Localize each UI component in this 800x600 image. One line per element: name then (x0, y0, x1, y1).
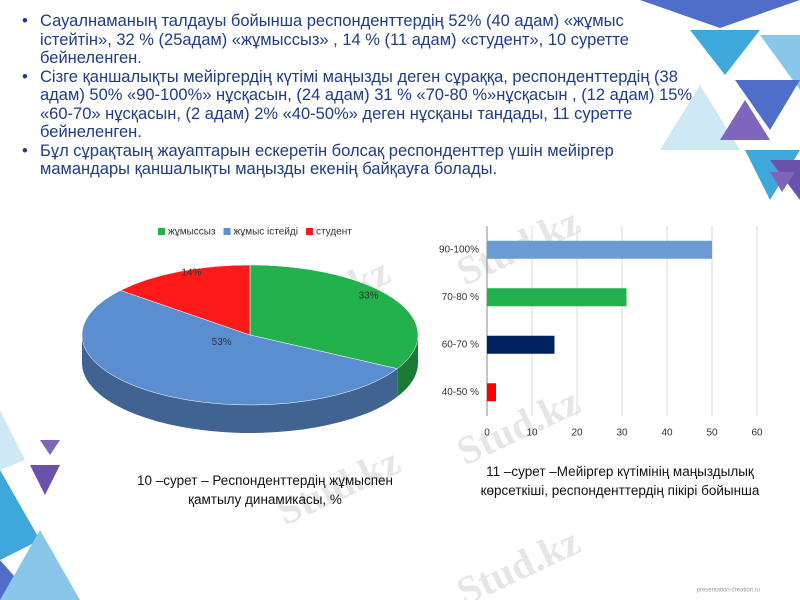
x-tick-label: 20 (571, 428, 583, 439)
bullet: Сізге қаншалықты мейіргердің күтімі маңы… (20, 68, 700, 142)
x-tick-label: 10 (526, 428, 538, 439)
y-tick-label: 40-50 % (442, 387, 479, 398)
legend-label: студент (316, 227, 352, 238)
legend-swatch (223, 228, 231, 235)
pie-side (397, 335, 418, 397)
x-tick-label: 0 (484, 428, 490, 439)
pie-label: 14% (181, 268, 201, 279)
bar (487, 288, 627, 307)
bullet-list: Сауалнаманың талдауы бойынша респондентт… (20, 12, 700, 179)
pie-label: 33% (359, 290, 379, 301)
footer-credit: presentation-creation.ru (697, 588, 760, 594)
pie-label: 53% (212, 337, 232, 348)
bar (487, 240, 712, 259)
legend-swatch (158, 228, 165, 235)
x-tick-label: 60 (751, 428, 763, 439)
bar-caption: 11 –сурет –Мейіргер күтімінің маңыздылық… (480, 464, 760, 498)
x-tick-label: 40 (661, 428, 673, 439)
y-tick-label: 90-100% (439, 244, 479, 255)
pie-slice (81, 290, 398, 406)
bar (487, 383, 496, 402)
y-tick-label: 70-80 % (442, 292, 479, 303)
bar (487, 335, 555, 354)
legend-label: жұмыс істейді (234, 227, 298, 238)
pie-slice (119, 264, 251, 336)
legend-swatch (305, 228, 313, 235)
x-tick-label: 50 (706, 428, 718, 439)
y-tick-label: 60-70 % (442, 339, 479, 350)
x-tick-label: 30 (616, 428, 628, 439)
legend-label: жұмыссыз (168, 227, 216, 238)
pie-side (82, 335, 398, 433)
watermark: Stud.kz (450, 518, 587, 600)
pie-slice (249, 264, 419, 369)
bullet: Бұл сұрақтаың жауаптарын ескеретін болса… (20, 142, 700, 179)
pie-caption: 10 –сурет – Респонденттердің жұмыспен қа… (137, 473, 393, 507)
bullet: Сауалнаманың талдауы бойынша респондентт… (20, 12, 700, 68)
